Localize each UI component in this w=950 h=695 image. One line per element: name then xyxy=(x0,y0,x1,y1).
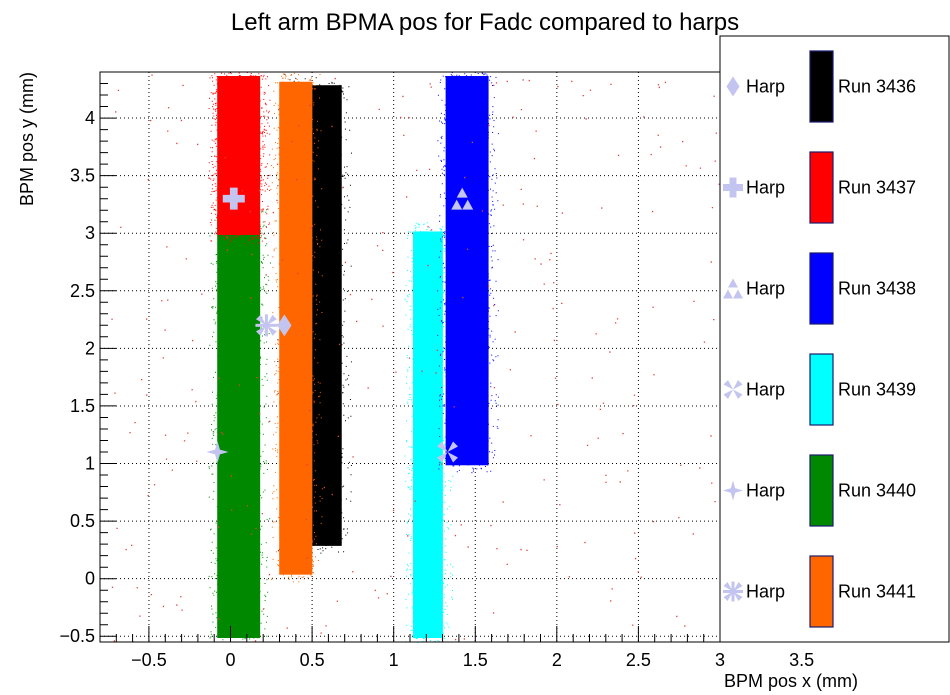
series-run-3440 xyxy=(208,204,271,643)
y-axis-label: BPM pos y (mm) xyxy=(17,72,37,206)
y-tick-labels: −0.5 0 0.5 1 1.5 2 2.5 3 3.5 4 xyxy=(59,108,95,646)
x-tick-label-8: 3.5 xyxy=(789,650,814,670)
y-tick-label-8: 3.5 xyxy=(70,166,95,186)
tick-marks xyxy=(99,71,721,642)
legend-run-label-2: Run 3438 xyxy=(838,279,916,299)
x-tick-label-4: 1.5 xyxy=(463,650,488,670)
legend-harp-label-5: Harp xyxy=(746,582,785,602)
harp-marker-1 xyxy=(222,187,245,210)
series-run-3437 xyxy=(208,72,271,245)
legend-harp-marker-1 xyxy=(723,177,743,198)
legend-swatch-4 xyxy=(809,454,834,527)
legend-swatch-0 xyxy=(809,50,834,123)
legend-entry-3: Harp Run 3439 xyxy=(723,353,916,426)
legend-harp-label-0: Harp xyxy=(746,77,785,97)
scatter-clouds xyxy=(111,72,720,644)
legend-harp-marker-3 xyxy=(723,380,743,399)
legend-entry-0: Harp Run 3436 xyxy=(726,50,916,123)
y-tick-label-6: 2.5 xyxy=(70,281,95,301)
axis-ticks xyxy=(99,71,721,642)
series-core-2 xyxy=(445,76,489,466)
x-tick-label-0: −0.5 xyxy=(131,650,167,670)
legend-harp-label-3: Harp xyxy=(746,380,785,400)
series-core-4 xyxy=(217,214,261,638)
legend-harp-label-2: Harp xyxy=(746,279,785,299)
legend-harp-label-4: Harp xyxy=(746,481,785,501)
series-run-3441 xyxy=(270,72,323,583)
y-tick-label-2: 0.5 xyxy=(70,511,95,531)
series-fringe-5 xyxy=(270,72,323,583)
x-tick-label-2: 0.5 xyxy=(300,650,325,670)
harp-marker-3 xyxy=(437,441,458,463)
legend-run-label-3: Run 3439 xyxy=(838,380,916,400)
x-tick-label-7: 3 xyxy=(715,650,725,670)
x-tick-labels: −0.5 0 0.5 1 1.5 2 2.5 3 3.5 xyxy=(131,650,814,670)
y-tick-label-4: 1.5 xyxy=(70,396,95,416)
x-tick-label-1: 0 xyxy=(226,650,236,670)
legend-run-label-4: Run 3440 xyxy=(838,481,916,501)
x-tick-label-5: 2 xyxy=(552,650,562,670)
legend-harp-marker-0 xyxy=(726,76,740,97)
y-tick-label-0: −0.5 xyxy=(59,626,95,646)
y-tick-label-3: 1 xyxy=(85,454,95,474)
plot-area xyxy=(99,71,721,644)
legend-run-label-5: Run 3441 xyxy=(838,582,916,602)
legend-entry-2: Harp Run 3438 xyxy=(723,252,916,325)
legend-swatch-2 xyxy=(809,252,834,325)
harp-markers xyxy=(206,187,474,463)
series-fringe-2 xyxy=(437,72,499,474)
harp-marker-0 xyxy=(277,314,292,337)
legend-swatch-5 xyxy=(809,555,834,628)
y-tick-label-1: 0 xyxy=(85,569,95,589)
legend-entry-4: Harp Run 3440 xyxy=(723,454,916,527)
legend-run-label-1: Run 3437 xyxy=(838,178,916,198)
legend-harp-label-1: Harp xyxy=(746,178,785,198)
y-tick-label-7: 3 xyxy=(85,223,95,243)
series-run-3439 xyxy=(404,222,454,644)
harp-marker-2 xyxy=(451,187,474,210)
legend-swatch-1 xyxy=(809,151,834,224)
legend-entry-1: Harp Run 3437 xyxy=(723,151,916,224)
legend-frame xyxy=(719,35,950,643)
legend-harp-marker-5 xyxy=(723,581,743,602)
legend-entry-5: Harp Run 3441 xyxy=(723,555,916,628)
y-tick-label-5: 2 xyxy=(85,338,95,358)
legend-harp-marker-4 xyxy=(723,480,743,501)
x-tick-label-3: 1 xyxy=(389,650,399,670)
chart-title: Left arm BPMA pos for Fadc compared to h… xyxy=(231,9,739,36)
x-tick-label-6: 2.5 xyxy=(626,650,651,670)
y-tick-label-9: 4 xyxy=(85,108,95,128)
legend-swatch-3 xyxy=(809,353,834,426)
harp-marker-4 xyxy=(206,441,229,463)
harp-marker-5 xyxy=(255,314,278,337)
series-fringe-1 xyxy=(208,72,271,245)
legend-run-label-0: Run 3436 xyxy=(838,77,916,97)
x-axis-label: BPM pos x (mm) xyxy=(724,671,858,691)
legend-harp-marker-2 xyxy=(723,278,743,299)
series-run-3438 xyxy=(437,72,499,474)
